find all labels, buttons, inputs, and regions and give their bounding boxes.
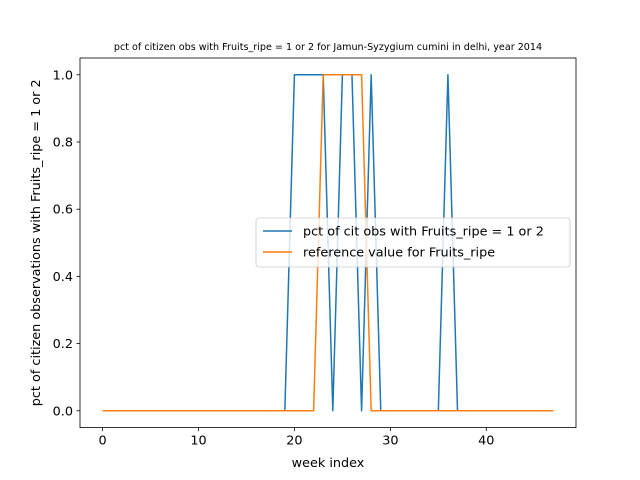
legend-box (255, 217, 571, 268)
y-tick-label: 0.8 (53, 136, 73, 151)
legend: pct of cit obs with Fruits_ripe = 1 or 2… (255, 217, 571, 268)
x-tick-label: 0 (98, 434, 106, 449)
y-tick-label: 0.2 (53, 337, 73, 352)
plot-area-frame (79, 57, 577, 429)
y-tick-label: 0.0 (53, 404, 73, 419)
x-tick-label: 10 (190, 434, 206, 449)
y-tick-label: 1.0 (53, 68, 73, 83)
chart-title: pct of citizen obs with Fruits_ripe = 1 … (114, 42, 542, 53)
x-tick-label: 40 (478, 434, 494, 449)
x-tick-label: 20 (286, 434, 302, 449)
y-tick-label: 0.6 (53, 203, 73, 218)
y-axis-label: pct of citizen observations with Fruits_… (29, 79, 44, 406)
y-tick-label: 0.4 (53, 270, 73, 285)
legend-label-citizen: pct of cit obs with Fruits_ripe = 1 or 2 (303, 225, 544, 240)
ticks-layer: 0 10 20 30 40 0.0 0.2 0.4 0.6 0.8 1.0 (53, 68, 495, 448)
legend-label-reference: reference value for Fruits_ripe (303, 246, 495, 261)
series-line-reference (102, 74, 554, 412)
x-axis-label: week index (292, 456, 365, 471)
x-tick-label: 30 (382, 434, 398, 449)
